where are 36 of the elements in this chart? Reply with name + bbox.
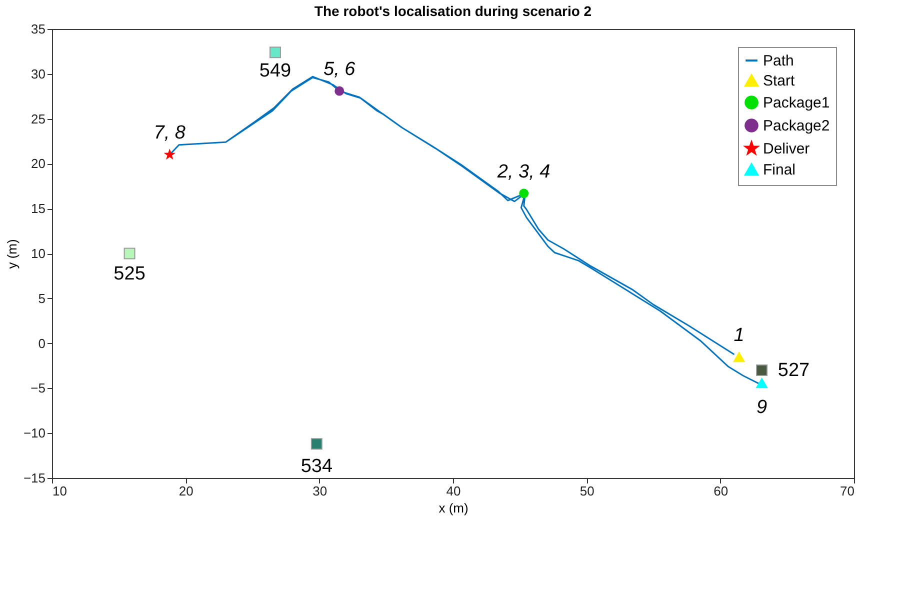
- legend-label: Start: [763, 72, 796, 90]
- y-tick-label: −5: [30, 380, 46, 396]
- annotation: 525: [114, 264, 146, 284]
- annotation: 527: [778, 360, 810, 382]
- x-tick-label: 40: [446, 484, 461, 498]
- y-axis-title: y (m): [4, 239, 20, 269]
- x-axis-title: x (m): [438, 500, 468, 516]
- annotation: 534: [300, 456, 333, 477]
- y-tick-label: 15: [31, 201, 46, 216]
- chart-title: The robot's localisation during scenario 2: [314, 3, 592, 19]
- x-tick-label: 20: [178, 484, 194, 498]
- y-tick-label: 20: [31, 156, 46, 172]
- y-tick-label: 5: [38, 290, 46, 306]
- x-tick-label: 50: [580, 484, 594, 498]
- x-tick-label: 30: [312, 484, 328, 498]
- annotation: 9: [756, 396, 768, 418]
- annotation: 2, 3, 4: [496, 161, 550, 182]
- y-tick-label: 10: [31, 246, 46, 261]
- y-tick-label: 30: [31, 66, 46, 82]
- x-tick-label: 70: [840, 484, 854, 498]
- y-tick-label: 35: [31, 22, 46, 36]
- y-tick-label: 25: [31, 111, 46, 126]
- annotation: 549: [259, 60, 292, 82]
- y-tick-label: −10: [23, 426, 46, 441]
- x-tick-label: 10: [52, 484, 67, 498]
- x-tick-label: 60: [714, 484, 728, 498]
- y-tick-label: 0: [38, 336, 46, 351]
- annotation: 5, 6: [324, 58, 356, 80]
- legend-label: Final: [763, 162, 796, 178]
- legend-label: Deliver: [763, 140, 810, 158]
- annotation: 1: [734, 324, 744, 346]
- annotation: 7, 8: [154, 122, 186, 144]
- legend-label: Package2: [763, 118, 830, 134]
- legend-label: Path: [763, 52, 794, 70]
- y-tick-label: −15: [23, 470, 46, 486]
- legend-label: Package1: [763, 94, 830, 112]
